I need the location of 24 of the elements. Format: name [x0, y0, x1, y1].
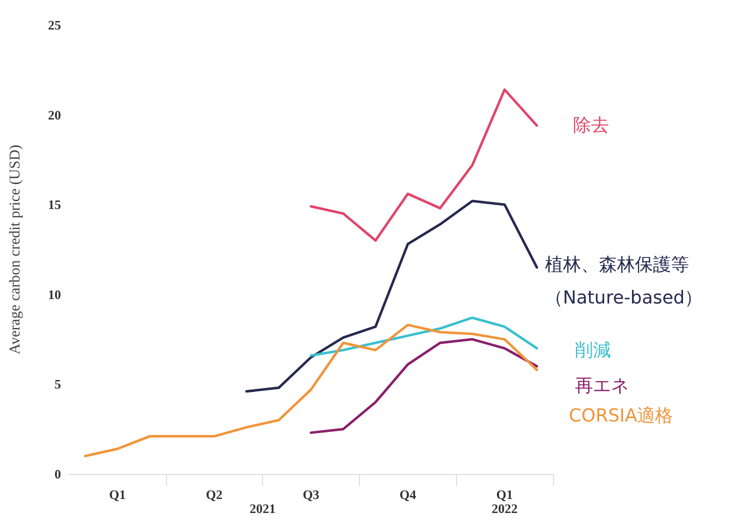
y-tick-label: 25 — [48, 18, 62, 32]
x-tick-label: Q4 — [399, 487, 417, 502]
x-tick-label: Q3 — [302, 487, 320, 502]
line-series — [84, 324, 538, 458]
y-tick-label: 0 — [54, 466, 61, 482]
x-tick-label: Q2 — [206, 487, 223, 502]
text: 再エネ — [574, 376, 629, 397]
x-tick-label: Q1 — [109, 487, 126, 502]
y-tick-label: 5 — [54, 376, 62, 392]
text: 2021 — [250, 501, 276, 516]
text: 2022 — [492, 501, 518, 516]
line-series — [310, 316, 538, 357]
y-tick-label: 15 — [48, 197, 62, 212]
text: CORSIA適格 — [568, 405, 674, 426]
text: 削減 — [574, 340, 611, 361]
y-axis-title: Average carbon credit price (USD) — [8, 144, 24, 354]
line-series — [310, 88, 538, 242]
x-tick-label: Q1 — [496, 487, 513, 502]
line-series — [245, 200, 538, 393]
series-label: 植林、森林保護等（Nature-based） — [544, 254, 703, 308]
y-tick-label: 10 — [48, 286, 61, 302]
line-series — [310, 338, 538, 434]
y-tick-label: 20 — [48, 107, 61, 122]
series-label: 除去 — [572, 115, 609, 136]
